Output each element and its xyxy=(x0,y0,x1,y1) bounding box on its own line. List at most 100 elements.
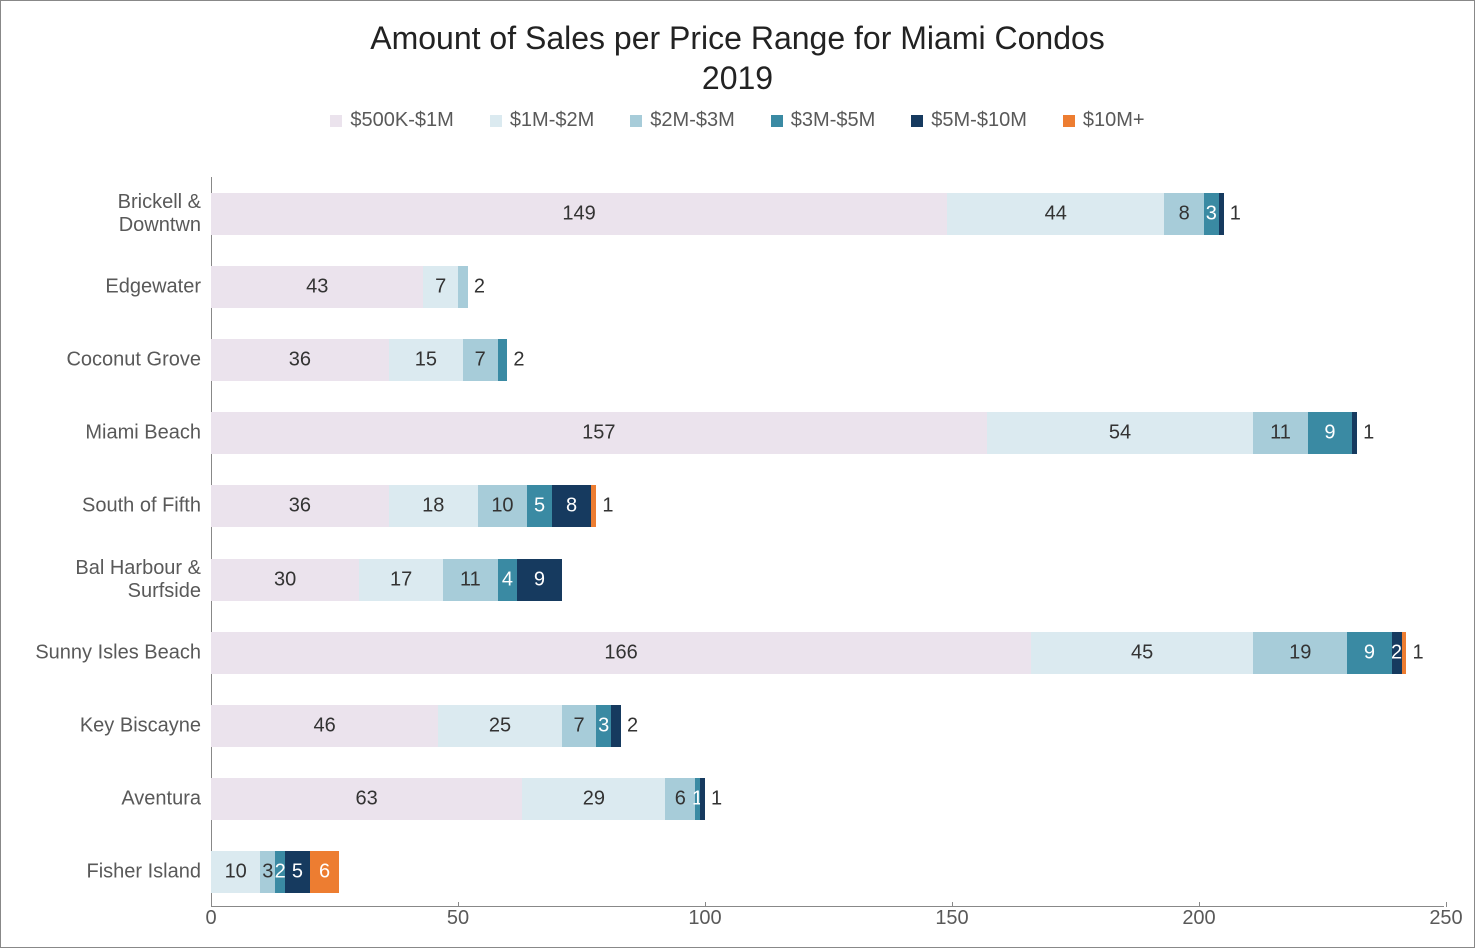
chart-title-line2: 2019 xyxy=(1,59,1474,97)
bar-segment: 3 xyxy=(260,851,275,893)
bar-row: 14944831 xyxy=(211,193,1444,235)
legend-label: $1M-$2M xyxy=(510,109,594,132)
legend-label: $5M-$10M xyxy=(931,109,1027,132)
bar-value-label: 3 xyxy=(598,715,609,738)
bar-segment: 149 xyxy=(211,193,947,235)
bar-value-label: 30 xyxy=(274,568,296,591)
bar-segment xyxy=(498,339,508,381)
bar-row: 157541191 xyxy=(211,412,1444,454)
bar-segment: 8 xyxy=(552,485,592,527)
bar-value-label: 10 xyxy=(225,861,247,884)
x-tick-label: 100 xyxy=(688,907,721,930)
bar-row: 10 3256 xyxy=(211,851,1444,893)
bar-value-label: 3 xyxy=(262,861,273,884)
x-tick-label: 200 xyxy=(1182,907,1215,930)
bar-value-label: 6 xyxy=(675,788,686,811)
bar-segment: 10 xyxy=(211,851,260,893)
bar-segment: 10 xyxy=(478,485,527,527)
legend-item: $3M-$5M xyxy=(771,109,875,132)
bar-segment: 54 xyxy=(987,412,1254,454)
bar-value-label: 7 xyxy=(435,275,446,298)
bar-segment: 19 xyxy=(1253,632,1347,674)
bar-segment: 46 xyxy=(211,705,438,747)
bar-segment: 11 xyxy=(443,559,497,601)
legend-label: $3M-$5M xyxy=(791,109,875,132)
bar-segment: 9 xyxy=(1308,412,1352,454)
bar-segment xyxy=(700,778,705,820)
bar-value-label: 157 xyxy=(582,422,615,445)
bar-value-label: 10 xyxy=(491,495,513,518)
bar-value-label: 46 xyxy=(313,715,335,738)
legend-swatch xyxy=(630,115,642,127)
bar-value-label: 1 xyxy=(711,788,722,811)
bar-segment xyxy=(1352,412,1357,454)
bar-value-label: 9 xyxy=(534,568,545,591)
bar-segment xyxy=(1219,193,1224,235)
bar-segment: 29 xyxy=(522,778,665,820)
bar-value-label: 11 xyxy=(460,568,481,591)
bar-value-label: 43 xyxy=(306,275,328,298)
bar-segment: 8 xyxy=(1164,193,1204,235)
y-axis-label: Coconut Grove xyxy=(1,349,211,372)
bar-value-label: 7 xyxy=(475,349,486,372)
bar-segment: 36 xyxy=(211,339,389,381)
bar-segment: 45 xyxy=(1031,632,1253,674)
bar-segment: 6 xyxy=(310,851,340,893)
legend: $500K-$1M$1M-$2M$2M-$3M$3M-$5M$5M-$10M$1… xyxy=(1,109,1474,133)
bar-segment xyxy=(611,705,621,747)
plot-area: 050100150200250 Brickell &Downtwn1494483… xyxy=(211,177,1444,907)
legend-swatch xyxy=(911,115,923,127)
bar-segment: 2 xyxy=(275,851,285,893)
legend-item: $1M-$2M xyxy=(490,109,594,132)
bar-segment: 9 xyxy=(517,559,561,601)
bar-segment xyxy=(591,485,596,527)
bar-segment: 2 xyxy=(1392,632,1402,674)
bar-value-label: 8 xyxy=(566,495,577,518)
bar-value-label: 5 xyxy=(534,495,545,518)
bar-value-label: 8 xyxy=(1179,202,1190,225)
bar-value-label: 17 xyxy=(390,568,412,591)
bar-segment: 9 xyxy=(1347,632,1391,674)
y-axis-label: Fisher Island xyxy=(1,861,211,884)
chart-frame: Amount of Sales per Price Range for Miam… xyxy=(0,0,1475,948)
legend-item: $10M+ xyxy=(1063,109,1145,132)
bar-segment xyxy=(458,266,468,308)
bar-value-label: 7 xyxy=(573,715,584,738)
bar-value-label: 1 xyxy=(1363,422,1374,445)
bar-value-label: 1 xyxy=(1230,202,1241,225)
legend-label: $10M+ xyxy=(1083,109,1145,132)
bar-value-label: 9 xyxy=(1364,641,1375,664)
bar-value-label: 2 xyxy=(513,349,524,372)
bar-row: 36 15 7 2 xyxy=(211,339,1444,381)
legend-swatch xyxy=(1063,115,1075,127)
bar-segment: 63 xyxy=(211,778,522,820)
y-axis-label: Edgewater xyxy=(1,275,211,298)
legend-swatch xyxy=(490,115,502,127)
bar-segment: 7 xyxy=(463,339,498,381)
bar-segment xyxy=(1402,632,1407,674)
bar-value-label: 44 xyxy=(1045,202,1067,225)
bar-value-label: 2 xyxy=(474,275,485,298)
bar-value-label: 15 xyxy=(415,349,437,372)
bar-segment: 17 xyxy=(359,559,443,601)
bar-value-label: 63 xyxy=(355,788,377,811)
bar-row: 6329611 xyxy=(211,778,1444,820)
x-tick-label: 50 xyxy=(447,907,469,930)
bar-segment: 15 xyxy=(389,339,463,381)
y-axis-label: Brickell &Downtwn xyxy=(1,191,211,237)
bar-segment: 5 xyxy=(285,851,310,893)
bar-value-label: 54 xyxy=(1109,422,1131,445)
legend-swatch xyxy=(771,115,783,127)
x-axis: 050100150200250 xyxy=(211,907,1444,935)
bar-segment: 7 xyxy=(423,266,458,308)
y-axis-label: South of Fifth xyxy=(1,495,211,518)
bar-value-label: 29 xyxy=(583,788,605,811)
y-axis-label: Key Biscayne xyxy=(1,715,211,738)
bar-value-label: 149 xyxy=(562,202,595,225)
bar-row: 30171149 xyxy=(211,559,1444,601)
bar-segment: 166 xyxy=(211,632,1031,674)
legend-item: $2M-$3M xyxy=(630,109,734,132)
y-axis-label: Miami Beach xyxy=(1,422,211,445)
bar-value-label: 1 xyxy=(1412,641,1423,664)
y-axis-label: Sunny Isles Beach xyxy=(1,641,211,664)
